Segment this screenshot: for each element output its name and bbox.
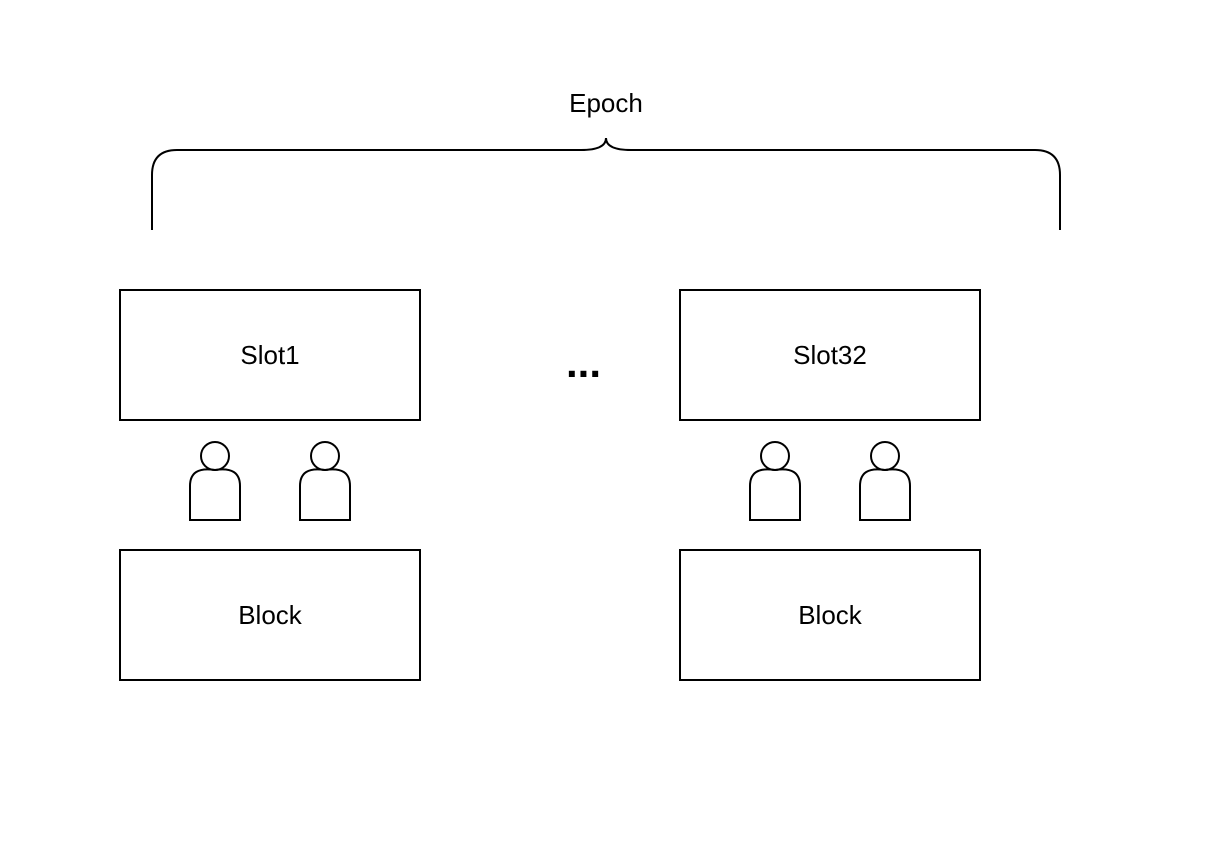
block-right-label: Block: [798, 600, 863, 630]
person-icon: [860, 442, 910, 520]
ellipsis: ...: [566, 339, 601, 386]
slot-left-label: Slot1: [240, 340, 299, 370]
epoch-label: Epoch: [569, 88, 643, 118]
people-icons: [190, 442, 910, 520]
person-icon: [750, 442, 800, 520]
person-icon: [300, 442, 350, 520]
epoch-diagram: Epoch Slot1 Slot32 ... Block Block: [0, 0, 1212, 866]
epoch-brace: [152, 138, 1060, 230]
person-icon: [190, 442, 240, 520]
slot-right-label: Slot32: [793, 340, 867, 370]
block-left-label: Block: [238, 600, 303, 630]
